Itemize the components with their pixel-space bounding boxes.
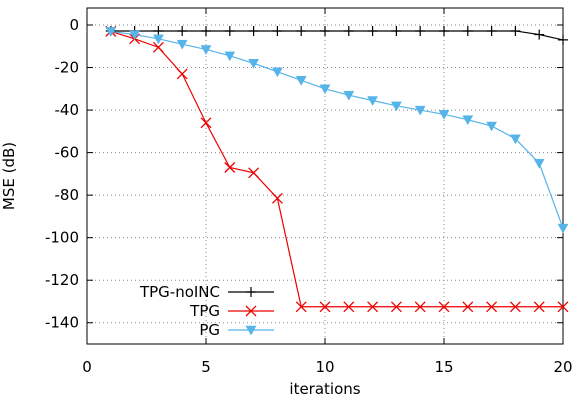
data-point — [129, 30, 141, 41]
y-tick-label: -100 — [45, 229, 79, 247]
data-point — [343, 90, 355, 101]
y-tick-label: -60 — [55, 144, 80, 162]
data-point — [414, 301, 426, 313]
legend-entry-tpg: TPG — [189, 302, 274, 320]
data-point — [462, 301, 474, 313]
data-point — [224, 162, 236, 173]
data-point — [248, 167, 260, 179]
data-point — [177, 25, 188, 36]
legend-label-tpg: TPG — [189, 302, 220, 320]
data-point — [439, 25, 449, 36]
data-point — [509, 301, 521, 313]
y-tick-label: -40 — [55, 101, 80, 119]
data-point — [248, 25, 259, 36]
data-point — [152, 41, 164, 53]
data-point — [319, 84, 331, 95]
data-point — [462, 25, 473, 36]
legend-label-tpg-noinc: TPG-noINC — [139, 283, 220, 301]
data-point — [105, 27, 117, 37]
axis-ticks: 0 5 10 15 20 0 -20 -40 -60 -80 -100 -120 -140 — [45, 8, 573, 376]
data-point — [510, 25, 521, 36]
data-point — [533, 301, 545, 313]
legend-entry-tpg-noinc: TPG-noINC — [139, 283, 274, 301]
x-tick-label: 5 — [201, 358, 211, 376]
data-point — [486, 301, 498, 313]
series-pg — [105, 27, 569, 234]
y-axis-label: MSE (dB) — [0, 142, 18, 210]
data-point — [201, 25, 211, 36]
data-point — [438, 301, 450, 313]
legend-swatch-marker — [246, 287, 256, 297]
data-point — [271, 67, 283, 78]
x-tick-label: 20 — [553, 358, 572, 376]
data-point — [248, 59, 260, 69]
data-point — [200, 117, 212, 129]
series-tpg — [105, 25, 569, 313]
x-tick-label: 0 — [82, 358, 92, 376]
data-point — [343, 301, 355, 313]
y-tick-label: -120 — [45, 271, 79, 289]
x-axis-label: iterations — [289, 380, 360, 398]
data-point — [533, 158, 545, 169]
data-point — [152, 34, 164, 45]
y-tick-label: 0 — [69, 16, 79, 34]
data-point — [272, 25, 283, 36]
data-point — [271, 192, 283, 204]
data-point — [414, 105, 426, 116]
data-point — [224, 51, 236, 62]
data-point — [391, 25, 402, 36]
series-line — [110, 30, 564, 229]
data-point — [343, 25, 354, 36]
data-point — [296, 25, 307, 36]
data-point — [367, 25, 378, 36]
data-point — [462, 115, 474, 126]
data-point — [438, 110, 450, 120]
x-tick-label: 15 — [434, 358, 453, 376]
legend-entry-pg: PG — [199, 321, 274, 339]
x-tick-label: 10 — [315, 358, 334, 376]
y-tick-label: -80 — [55, 186, 80, 204]
data-point — [390, 301, 402, 313]
legend-swatch-marker — [245, 325, 257, 336]
series-line — [110, 30, 564, 41]
legend-swatch-marker — [245, 305, 257, 317]
data-point — [367, 96, 379, 107]
data-point — [367, 301, 379, 313]
data-point — [509, 134, 521, 145]
legend: TPG-noINC TPG PG — [139, 283, 274, 339]
data-point — [224, 25, 235, 36]
data-point — [415, 25, 426, 36]
series-line — [110, 30, 563, 308]
data-point — [153, 25, 164, 36]
data-point — [295, 76, 307, 86]
data-point — [200, 45, 212, 55]
data-point — [486, 25, 497, 36]
data-point — [557, 223, 569, 234]
grid-lines — [87, 8, 563, 344]
data-point — [534, 29, 545, 40]
data-point — [319, 301, 331, 313]
data-point — [295, 301, 307, 313]
data-point — [486, 121, 498, 132]
data-point — [557, 301, 569, 313]
data-point — [320, 25, 330, 36]
data-point — [558, 34, 568, 45]
data-point — [176, 68, 188, 80]
y-tick-label: -140 — [45, 314, 79, 332]
y-tick-label: -20 — [55, 59, 80, 77]
data-point — [390, 101, 402, 112]
series-lines — [105, 25, 569, 313]
legend-label-pg: PG — [199, 321, 220, 339]
data-point — [176, 39, 188, 50]
